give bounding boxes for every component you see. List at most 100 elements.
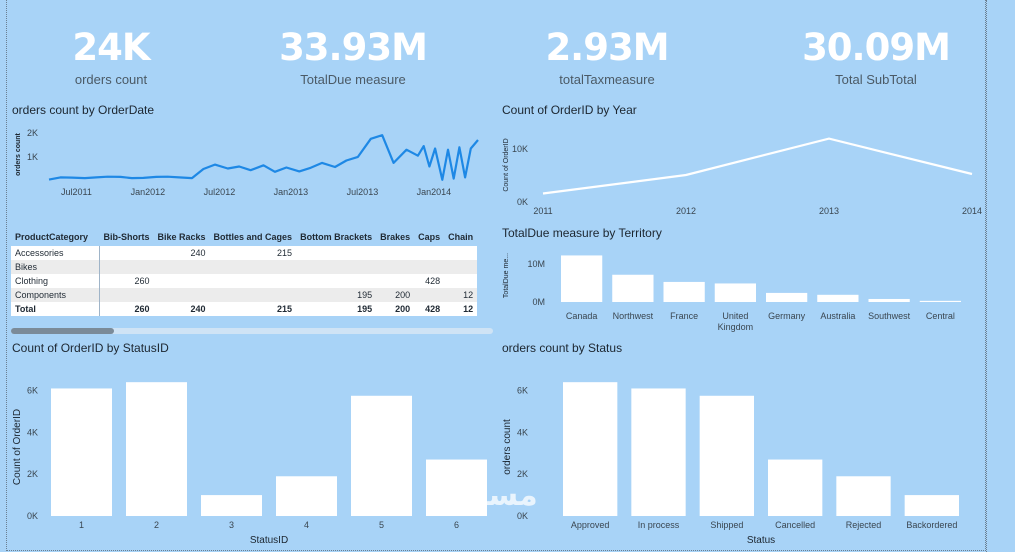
kpi-value: 33.93M: [279, 26, 428, 69]
matrix-cell: 240: [153, 246, 210, 260]
y-tick-label: 10M: [527, 259, 545, 269]
y-tick-label: 4K: [27, 427, 38, 437]
kpi-total-subtotal[interactable]: 30.09M Total SubTotal: [776, 26, 976, 87]
matrix-cell: [444, 274, 478, 288]
matrix-cell: [153, 260, 210, 274]
x-tick-label: Northwest: [613, 311, 654, 321]
matrix-cell: [99, 246, 154, 260]
matrix-cell: [209, 260, 297, 274]
kpi-value: 30.09M: [802, 26, 951, 69]
kpi-orders-count[interactable]: 24K orders count: [11, 26, 211, 87]
y-axis-title: orders count: [15, 132, 22, 175]
x-axis-title: Status: [747, 535, 775, 546]
bar: [631, 388, 686, 516]
matrix-cell: 260: [99, 274, 154, 288]
x-tick-label: France: [670, 311, 698, 321]
matrix-cell: 240: [153, 302, 210, 316]
kpi-totaldue[interactable]: 33.93M TotalDue measure: [253, 26, 453, 87]
matrix-cell: Clothing: [11, 274, 100, 288]
matrix-cell: 12: [444, 288, 478, 302]
chart-title: orders count by OrderDate: [12, 103, 155, 117]
matrix-cell: 12: [444, 302, 478, 316]
matrix-horizontal-scrollbar[interactable]: [11, 328, 493, 334]
matrix-cell: Total: [11, 302, 100, 316]
kpi-total-tax[interactable]: 2.93M totalTaxmeasure: [507, 26, 707, 87]
y-tick-label: 0K: [517, 197, 528, 207]
matrix-cell: [296, 260, 377, 274]
matrix-header[interactable]: Chain: [448, 232, 474, 242]
bar: [612, 274, 654, 302]
product-category-matrix[interactable]: ProductCategory Bib-Shorts Bike Racks Bo…: [11, 228, 493, 323]
matrix-cell: [296, 246, 377, 260]
matrix-header[interactable]: Bib-Shorts: [103, 232, 150, 242]
y-axis-title: orders count: [502, 419, 513, 475]
x-tick-label: Central: [926, 311, 955, 321]
bar: [714, 283, 756, 302]
matrix-table: ProductCategory Bib-Shorts Bike Racks Bo…: [11, 228, 478, 316]
matrix-cell: [414, 288, 445, 302]
matrix-cell: [209, 274, 297, 288]
kpi-label: TotalDue measure: [300, 72, 406, 87]
bar: [351, 395, 412, 516]
matrix-cell: 428: [414, 302, 445, 316]
y-tick-label: 2K: [27, 128, 38, 138]
x-tick-label: Backordered: [906, 520, 957, 530]
matrix-cell: [99, 260, 154, 274]
scrollbar-thumb[interactable]: [11, 328, 114, 334]
x-tick-label: Jan2012: [131, 187, 166, 197]
x-tick-label: Jul2013: [347, 187, 379, 197]
bar: [201, 495, 262, 516]
matrix-header[interactable]: Caps: [418, 232, 441, 242]
chart-title: TotalDue measure by Territory: [502, 226, 662, 240]
bar: [563, 382, 618, 516]
y-tick-label: 0K: [27, 511, 38, 521]
matrix-cell: [376, 246, 415, 260]
x-tick-label: Jul2012: [204, 187, 236, 197]
matrix-cell: [153, 288, 210, 302]
series-line: [48, 134, 479, 181]
matrix-row: Components 195 200 12: [11, 288, 478, 302]
matrix-header[interactable]: ProductCategory: [15, 232, 89, 242]
x-tick-label: Rejected: [846, 520, 882, 530]
matrix-header[interactable]: Bottles and Cages: [213, 232, 293, 242]
matrix-cell: [209, 288, 297, 302]
matrix-cell: 195: [296, 302, 377, 316]
matrix-cell: [444, 246, 478, 260]
matrix-cell: [296, 274, 377, 288]
matrix-header[interactable]: Bottom Brackets: [300, 232, 373, 242]
x-tick-label: Canada: [566, 311, 598, 321]
bar: [663, 281, 705, 302]
y-tick-label: 0M: [532, 297, 545, 307]
matrix-cell: 195: [296, 288, 377, 302]
x-tick-label: 3: [229, 520, 234, 530]
y-axis-title: Count of OrderID: [12, 409, 23, 485]
matrix-cell: 200: [376, 302, 415, 316]
y-tick-label: 10K: [512, 144, 528, 154]
y-axis-title: Count of OrderID: [503, 138, 510, 191]
matrix-total-row: Total 260 240 215 195 200 428 12: [11, 302, 478, 316]
kpi-value: 2.93M: [545, 26, 669, 69]
x-tick-label: 1: [79, 520, 84, 530]
y-tick-label: 1K: [27, 152, 38, 162]
chart-title: orders count by Status: [502, 341, 623, 355]
matrix-cell: 200: [376, 288, 415, 302]
bar: [561, 255, 603, 302]
matrix-row: Accessories 240 215: [11, 246, 478, 260]
bar: [126, 382, 187, 516]
x-tick-label: 5: [379, 520, 384, 530]
matrix-cell: [153, 274, 210, 288]
series-line: [542, 137, 973, 195]
matrix-header[interactable]: Brakes: [380, 232, 411, 242]
x-tick-label: Jan2013: [274, 187, 309, 197]
kpi-value: 24K: [72, 26, 150, 69]
matrix-header[interactable]: Bike Racks: [157, 232, 206, 242]
y-tick-label: 2K: [517, 469, 528, 479]
matrix-cell: [99, 288, 154, 302]
matrix-cell: 260: [99, 302, 154, 316]
y-tick-label: 6K: [517, 386, 528, 396]
